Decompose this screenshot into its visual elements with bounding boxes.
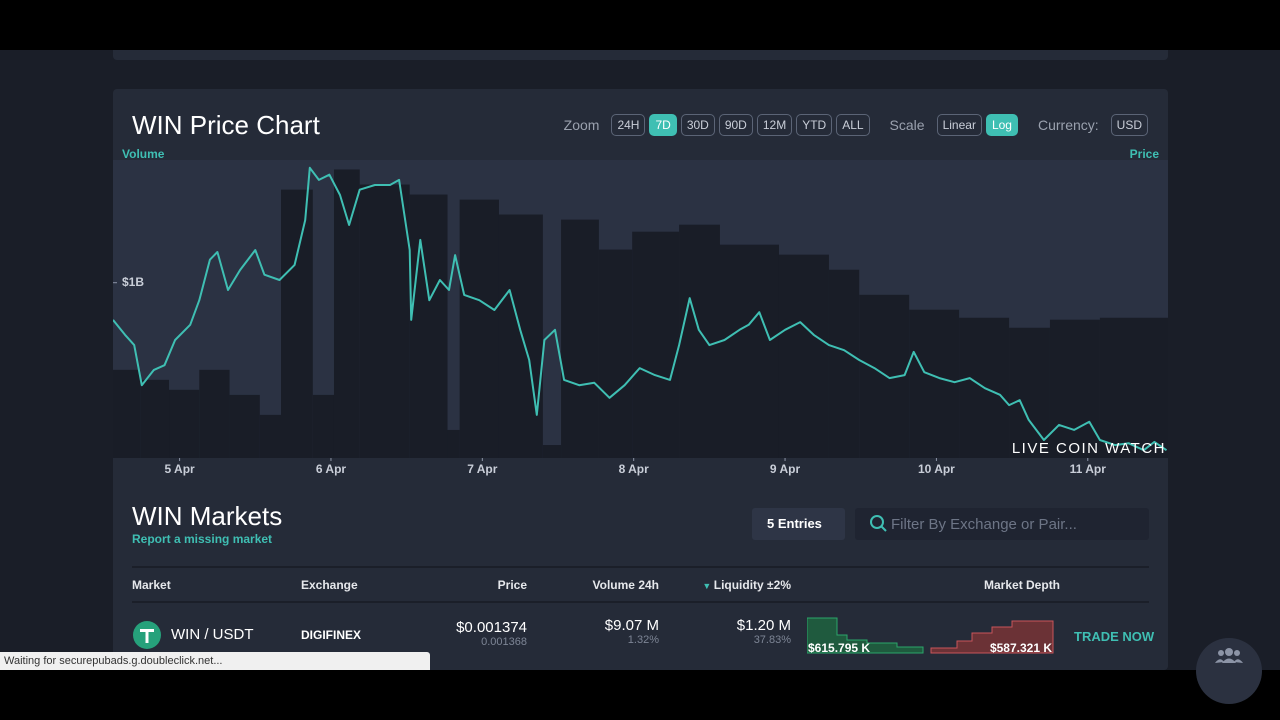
price-line bbox=[113, 166, 1168, 452]
price: $0.001374 0.001368 bbox=[456, 619, 527, 648]
volume-bar bbox=[1099, 317, 1168, 458]
volume-bar bbox=[312, 394, 334, 458]
x-tick-label: 11 Apr bbox=[1070, 462, 1107, 476]
markets-title: WIN Markets bbox=[132, 501, 283, 531]
liquidity-value: $1.20 M bbox=[736, 617, 791, 634]
scale-button[interactable]: Linear bbox=[936, 114, 982, 136]
x-tick-label: 9 Apr bbox=[770, 462, 801, 476]
zoom-button[interactable]: 7D bbox=[649, 114, 677, 136]
zoom-button[interactable]: ALL bbox=[836, 114, 870, 136]
currency-label: Currency: bbox=[1037, 117, 1099, 133]
table-rule bbox=[132, 566, 1149, 568]
volume-bar bbox=[113, 369, 141, 458]
chart-title: WIN Price Chart bbox=[132, 110, 320, 140]
volume: $9.07 M 1.32% bbox=[605, 617, 659, 646]
scale-button[interactable]: Log bbox=[985, 114, 1018, 136]
header-market[interactable]: Market bbox=[132, 578, 171, 592]
zoom-button[interactable]: 90D bbox=[718, 114, 753, 136]
top-card bbox=[113, 50, 1168, 60]
depth-bid-label: $615.795 K bbox=[808, 641, 871, 655]
table-rule bbox=[132, 601, 1149, 603]
volume-bar bbox=[333, 169, 360, 458]
volume-bar bbox=[679, 224, 720, 458]
volume-bar bbox=[140, 379, 170, 458]
community-button[interactable] bbox=[1196, 638, 1262, 704]
volume-bar bbox=[199, 369, 230, 458]
volume-bar bbox=[498, 214, 543, 458]
header-liquidity[interactable]: ▼ Liquidity ±2% bbox=[702, 578, 791, 592]
volume-bar bbox=[459, 199, 499, 459]
entries-select[interactable]: 5 Entries bbox=[752, 508, 845, 540]
watermark: LIVE COIN WATCH bbox=[1012, 440, 1166, 457]
search-placeholder: Filter By Exchange or Pair... bbox=[891, 516, 1077, 533]
zoom-button[interactable]: 30D bbox=[680, 114, 715, 136]
zoom-group: 24H 7D 30D 90D 12M YTD ALL bbox=[609, 114, 871, 136]
liquidity-sub: 37.83% bbox=[753, 634, 791, 646]
volume-bar bbox=[778, 254, 829, 458]
status-bar: Waiting for securepubads.g.doubleclick.n… bbox=[0, 652, 430, 670]
liquidity: $1.20 M 37.83% bbox=[737, 617, 791, 646]
volume-bar bbox=[409, 194, 448, 458]
header-depth: Market Depth bbox=[984, 578, 1061, 592]
volume-bar bbox=[598, 249, 633, 458]
search-box[interactable]: Filter By Exchange or Pair... bbox=[855, 508, 1149, 540]
x-tick-label: 6 Apr bbox=[316, 462, 347, 476]
volume-bar bbox=[719, 244, 779, 458]
volume-bar bbox=[561, 219, 599, 458]
search-icon bbox=[870, 515, 887, 532]
volume-value: $9.07 M bbox=[604, 617, 659, 634]
volume-bar bbox=[281, 189, 313, 459]
volume-bar bbox=[1009, 327, 1050, 458]
x-tick-label: 7 Apr bbox=[467, 462, 498, 476]
volume-bar bbox=[259, 414, 282, 458]
zoom-button[interactable]: 12M bbox=[756, 114, 793, 136]
volume-axis-label: Volume bbox=[122, 147, 165, 161]
trade-now[interactable]: TRADE NOW bbox=[1074, 629, 1155, 644]
volume-bar bbox=[169, 389, 200, 458]
volume-bar bbox=[632, 231, 680, 458]
zoom-label: Zoom bbox=[563, 117, 600, 133]
header-volume[interactable]: Volume 24h bbox=[592, 578, 659, 592]
x-tick-label: 10 Apr bbox=[918, 462, 955, 476]
depth-asks bbox=[930, 620, 1054, 654]
volume-sub: 1.32% bbox=[627, 634, 659, 646]
volume-bar bbox=[359, 184, 410, 458]
header-price[interactable]: Price bbox=[497, 578, 527, 592]
header-exchange[interactable]: Exchange bbox=[301, 578, 358, 592]
currency-button[interactable]: USD bbox=[1110, 114, 1148, 136]
depth-bids bbox=[807, 617, 924, 654]
report-link[interactable]: Report a missing market bbox=[132, 532, 273, 546]
volume-bar bbox=[828, 269, 860, 458]
volume-bar bbox=[542, 445, 562, 458]
header-liquidity-text: Liquidity ±2% bbox=[713, 578, 791, 592]
volume-bar bbox=[1049, 319, 1100, 458]
tether-icon bbox=[133, 621, 161, 649]
depth-ask-label: $587.321 K bbox=[989, 641, 1052, 655]
people-icon bbox=[1215, 648, 1243, 663]
volume-bar bbox=[229, 394, 260, 458]
price-chart: $1B 5 Apr 6 Apr 7 Apr 8 Apr 9 Apr 10 Apr 11 Apr… bbox=[113, 160, 1168, 476]
volume-bar bbox=[909, 309, 960, 458]
zoom-button[interactable]: YTD bbox=[796, 114, 833, 136]
x-tick-label: 5 Apr bbox=[164, 462, 195, 476]
chart-controls: Zoom 24H 7D 30D 90D 12M YTD ALL Scale Linear Log … bbox=[546, 114, 1150, 136]
scale-label: Scale bbox=[889, 117, 925, 133]
x-tick-label: 8 Apr bbox=[619, 462, 650, 476]
market-pair[interactable]: WIN / USDT bbox=[171, 626, 254, 643]
volume-bar bbox=[447, 429, 460, 458]
y-tick-label: $1B bbox=[122, 275, 144, 289]
scale-group: Linear Log bbox=[935, 114, 1020, 136]
price-sub: 0.001368 bbox=[481, 636, 527, 648]
zoom-button[interactable]: 24H bbox=[611, 114, 646, 136]
price-axis-label: Price bbox=[1129, 147, 1159, 161]
exchange: DIGIFINEX bbox=[301, 628, 362, 642]
price-value: $0.001374 bbox=[456, 619, 527, 636]
depth-chart bbox=[807, 617, 1054, 654]
